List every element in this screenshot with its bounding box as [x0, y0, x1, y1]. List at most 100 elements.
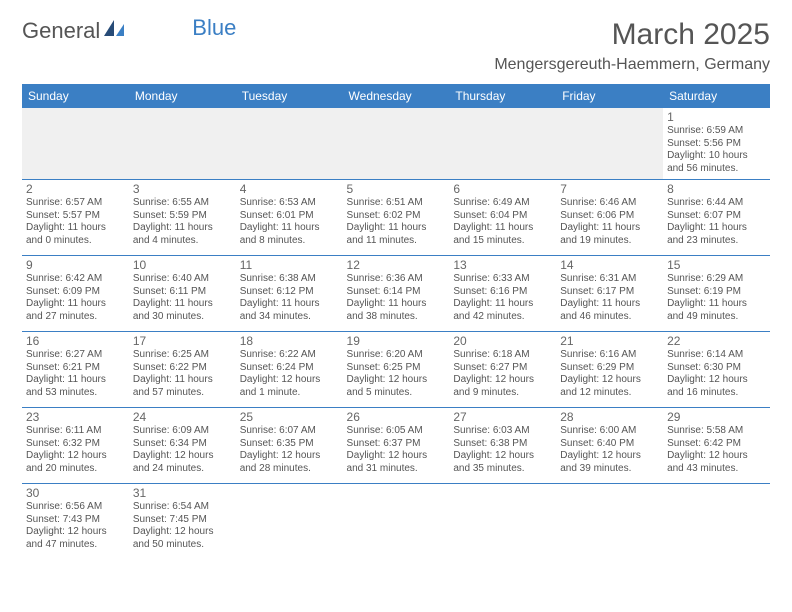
sunrise-text: Sunrise: 6:25 AM — [133, 349, 232, 362]
calendar-cell: 10Sunrise: 6:40 AMSunset: 6:11 PMDayligh… — [129, 256, 236, 332]
calendar-header-row: SundayMondayTuesdayWednesdayThursdayFrid… — [22, 84, 770, 108]
sunset-text: Sunset: 6:38 PM — [453, 438, 552, 451]
day-number: 4 — [240, 182, 339, 196]
calendar-cell: 11Sunrise: 6:38 AMSunset: 6:12 PMDayligh… — [236, 256, 343, 332]
day-number: 6 — [453, 182, 552, 196]
day-header: Saturday — [663, 84, 770, 108]
daylight-text: Daylight: 11 hours and 8 minutes. — [240, 222, 339, 247]
day-number: 5 — [347, 182, 446, 196]
day-number: 20 — [453, 334, 552, 348]
daylight-text: Daylight: 12 hours and 35 minutes. — [453, 450, 552, 475]
daylight-text: Daylight: 11 hours and 34 minutes. — [240, 298, 339, 323]
sunrise-text: Sunrise: 6:49 AM — [453, 197, 552, 210]
sunset-text: Sunset: 7:43 PM — [26, 514, 125, 527]
day-number: 3 — [133, 182, 232, 196]
sunrise-text: Sunrise: 6:53 AM — [240, 197, 339, 210]
sunrise-text: Sunrise: 6:56 AM — [26, 501, 125, 514]
sunset-text: Sunset: 6:07 PM — [667, 210, 766, 223]
daylight-text: Daylight: 11 hours and 46 minutes. — [560, 298, 659, 323]
day-number: 9 — [26, 258, 125, 272]
calendar-cell: 30Sunrise: 6:56 AMSunset: 7:43 PMDayligh… — [22, 484, 129, 560]
day-number: 27 — [453, 410, 552, 424]
calendar-cell: 4Sunrise: 6:53 AMSunset: 6:01 PMDaylight… — [236, 180, 343, 256]
daylight-text: Daylight: 12 hours and 16 minutes. — [667, 374, 766, 399]
calendar-page: General Blue March 2025 Mengersgereuth-H… — [0, 0, 792, 578]
calendar-week: 23Sunrise: 6:11 AMSunset: 6:32 PMDayligh… — [22, 408, 770, 484]
calendar-cell: 1Sunrise: 6:59 AMSunset: 5:56 PMDaylight… — [663, 108, 770, 180]
day-header: Wednesday — [343, 84, 450, 108]
sunset-text: Sunset: 6:24 PM — [240, 362, 339, 375]
sunset-text: Sunset: 6:14 PM — [347, 286, 446, 299]
daylight-text: Daylight: 12 hours and 47 minutes. — [26, 526, 125, 551]
daylight-text: Daylight: 12 hours and 39 minutes. — [560, 450, 659, 475]
day-header: Monday — [129, 84, 236, 108]
daylight-text: Daylight: 11 hours and 0 minutes. — [26, 222, 125, 247]
daylight-text: Daylight: 12 hours and 24 minutes. — [133, 450, 232, 475]
calendar-cell: 16Sunrise: 6:27 AMSunset: 6:21 PMDayligh… — [22, 332, 129, 408]
day-number: 10 — [133, 258, 232, 272]
daylight-text: Daylight: 10 hours and 56 minutes. — [667, 150, 766, 175]
sunrise-text: Sunrise: 6:55 AM — [133, 197, 232, 210]
calendar-cell — [22, 108, 129, 180]
day-number: 31 — [133, 486, 232, 500]
calendar-cell: 2Sunrise: 6:57 AMSunset: 5:57 PMDaylight… — [22, 180, 129, 256]
daylight-text: Daylight: 11 hours and 38 minutes. — [347, 298, 446, 323]
daylight-text: Daylight: 11 hours and 15 minutes. — [453, 222, 552, 247]
daylight-text: Daylight: 11 hours and 53 minutes. — [26, 374, 125, 399]
daylight-text: Daylight: 11 hours and 4 minutes. — [133, 222, 232, 247]
day-number: 26 — [347, 410, 446, 424]
sunrise-text: Sunrise: 6:36 AM — [347, 273, 446, 286]
header: General Blue March 2025 Mengersgereuth-H… — [22, 18, 770, 74]
sunrise-text: Sunrise: 6:46 AM — [560, 197, 659, 210]
calendar-week: 16Sunrise: 6:27 AMSunset: 6:21 PMDayligh… — [22, 332, 770, 408]
sunset-text: Sunset: 6:04 PM — [453, 210, 552, 223]
calendar-cell: 3Sunrise: 6:55 AMSunset: 5:59 PMDaylight… — [129, 180, 236, 256]
day-number: 24 — [133, 410, 232, 424]
sunrise-text: Sunrise: 6:16 AM — [560, 349, 659, 362]
sunset-text: Sunset: 6:35 PM — [240, 438, 339, 451]
daylight-text: Daylight: 12 hours and 28 minutes. — [240, 450, 339, 475]
sunrise-text: Sunrise: 6:31 AM — [560, 273, 659, 286]
daylight-text: Daylight: 11 hours and 30 minutes. — [133, 298, 232, 323]
sunset-text: Sunset: 6:27 PM — [453, 362, 552, 375]
day-header: Friday — [556, 84, 663, 108]
sunrise-text: Sunrise: 6:05 AM — [347, 425, 446, 438]
calendar-cell: 20Sunrise: 6:18 AMSunset: 6:27 PMDayligh… — [449, 332, 556, 408]
calendar-cell — [663, 484, 770, 560]
daylight-text: Daylight: 11 hours and 57 minutes. — [133, 374, 232, 399]
calendar-cell: 24Sunrise: 6:09 AMSunset: 6:34 PMDayligh… — [129, 408, 236, 484]
day-number: 30 — [26, 486, 125, 500]
sunrise-text: Sunrise: 6:40 AM — [133, 273, 232, 286]
day-number: 21 — [560, 334, 659, 348]
sunrise-text: Sunrise: 6:14 AM — [667, 349, 766, 362]
day-number: 19 — [347, 334, 446, 348]
calendar-cell: 5Sunrise: 6:51 AMSunset: 6:02 PMDaylight… — [343, 180, 450, 256]
daylight-text: Daylight: 12 hours and 5 minutes. — [347, 374, 446, 399]
calendar-cell — [236, 108, 343, 180]
calendar-cell: 19Sunrise: 6:20 AMSunset: 6:25 PMDayligh… — [343, 332, 450, 408]
daylight-text: Daylight: 12 hours and 9 minutes. — [453, 374, 552, 399]
calendar-cell: 12Sunrise: 6:36 AMSunset: 6:14 PMDayligh… — [343, 256, 450, 332]
month-title: March 2025 — [494, 18, 770, 52]
day-number: 8 — [667, 182, 766, 196]
calendar-cell: 23Sunrise: 6:11 AMSunset: 6:32 PMDayligh… — [22, 408, 129, 484]
sunset-text: Sunset: 6:06 PM — [560, 210, 659, 223]
calendar-table: SundayMondayTuesdayWednesdayThursdayFrid… — [22, 84, 770, 560]
day-number: 18 — [240, 334, 339, 348]
calendar-cell: 9Sunrise: 6:42 AMSunset: 6:09 PMDaylight… — [22, 256, 129, 332]
day-header: Tuesday — [236, 84, 343, 108]
sunrise-text: Sunrise: 6:20 AM — [347, 349, 446, 362]
sunrise-text: Sunrise: 6:57 AM — [26, 197, 125, 210]
daylight-text: Daylight: 12 hours and 50 minutes. — [133, 526, 232, 551]
sunset-text: Sunset: 6:11 PM — [133, 286, 232, 299]
day-number: 2 — [26, 182, 125, 196]
logo-text-b: Blue — [192, 15, 236, 41]
daylight-text: Daylight: 11 hours and 42 minutes. — [453, 298, 552, 323]
day-number: 23 — [26, 410, 125, 424]
day-number: 11 — [240, 258, 339, 272]
calendar-cell: 22Sunrise: 6:14 AMSunset: 6:30 PMDayligh… — [663, 332, 770, 408]
sunset-text: Sunset: 6:01 PM — [240, 210, 339, 223]
calendar-cell — [343, 108, 450, 180]
day-number: 13 — [453, 258, 552, 272]
calendar-cell — [129, 108, 236, 180]
